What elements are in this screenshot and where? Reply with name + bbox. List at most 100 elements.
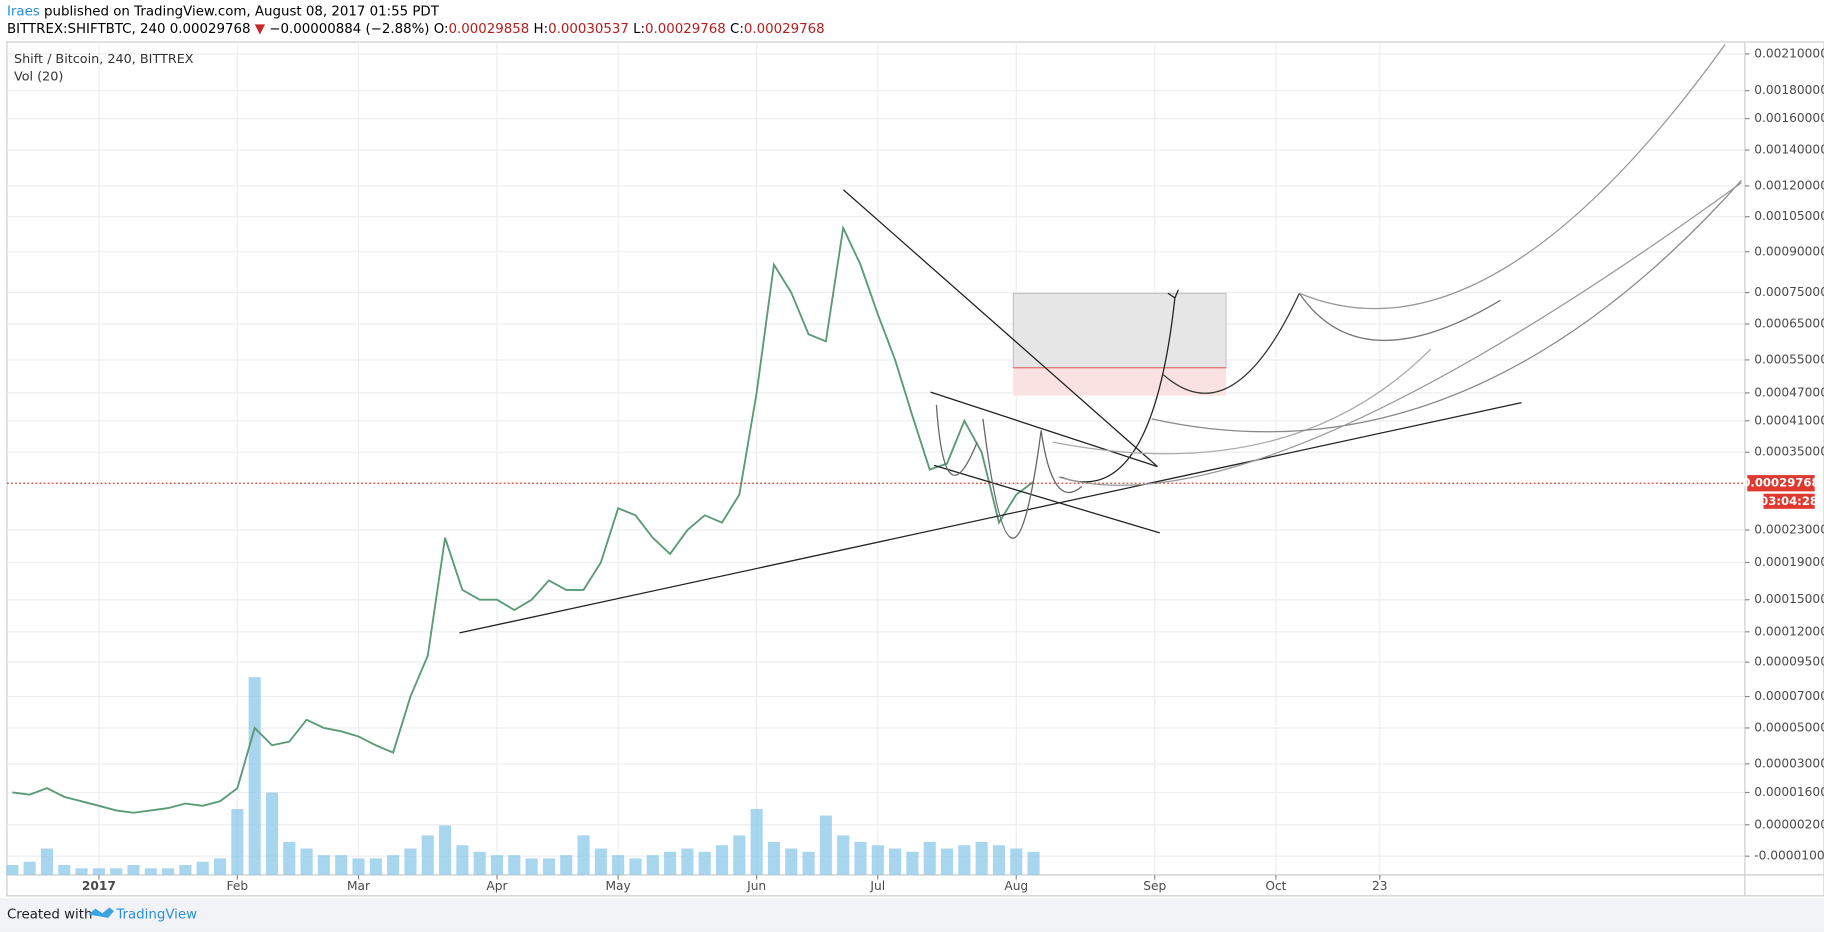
change: −0.00000884 (−2.88%) <box>269 22 429 37</box>
x-tick-label: Sep <box>1143 879 1166 893</box>
volume-bar <box>1027 851 1040 875</box>
volume-bar <box>490 855 504 875</box>
x-tick-label: Oct <box>1265 879 1286 893</box>
chart-title: Shift / Bitcoin, 240, BITTREX <box>14 52 194 67</box>
h: 0.00030537 <box>548 22 629 37</box>
y-tick-label: 0.00140000 <box>1754 143 1824 157</box>
x-tick-label: Mar <box>347 879 371 893</box>
pattern-curve <box>935 404 1083 539</box>
o: 0.00029858 <box>449 22 530 37</box>
volume-bar <box>612 855 625 875</box>
volume-bar <box>144 868 157 875</box>
footer <box>0 898 1824 932</box>
x-tick-label: Apr <box>486 879 508 893</box>
volume-bar <box>110 868 123 875</box>
volume-bar <box>1010 848 1023 875</box>
trend-line <box>930 391 1158 468</box>
trend-line <box>842 189 1158 468</box>
volume-bar <box>646 855 659 875</box>
volume-bar <box>248 677 261 875</box>
y-tick-label: 0.00041000 <box>1754 413 1824 427</box>
countdown-box <box>1763 493 1815 509</box>
volume-bar <box>75 868 88 875</box>
y-tick-label: 0.00019000 <box>1754 555 1824 569</box>
y-tick-label: 0.00075000 <box>1754 285 1824 299</box>
brand[interactable]: TradingView <box>115 907 197 922</box>
volume-bar <box>179 865 192 875</box>
y-tick-label: 0.00105000 <box>1754 209 1824 223</box>
volume-bar <box>352 858 365 875</box>
y-tick-label: -0.00001000 <box>1754 849 1824 863</box>
projection <box>1298 292 1501 342</box>
l-label: L: <box>633 22 645 37</box>
volume-bar <box>733 835 746 875</box>
volume-bar <box>698 851 711 875</box>
volume-bar <box>283 841 296 875</box>
x-tick-label: Feb <box>227 879 249 893</box>
volume-bar <box>127 865 140 875</box>
arrow: ▼ <box>255 22 266 37</box>
volume-bar <box>975 841 988 875</box>
x-tick-label: Jun <box>746 879 766 893</box>
volume-bar <box>750 808 763 875</box>
y-tick-label: 0.00047000 <box>1754 385 1824 399</box>
trend-line <box>933 464 1160 534</box>
y-tick-label: 0.00012000 <box>1754 624 1824 638</box>
x-tick-label: 2017 <box>82 879 116 893</box>
volume-bar <box>23 861 36 875</box>
projection <box>1162 292 1300 394</box>
volume-bar <box>854 841 867 875</box>
volume-bar <box>473 851 486 875</box>
volume-bar <box>577 835 590 875</box>
volume-bar <box>664 851 677 875</box>
volume-bar <box>456 845 469 875</box>
h-label: H: <box>534 22 549 37</box>
arrow-head <box>1167 289 1179 299</box>
volume-bar <box>923 841 936 875</box>
volume-bar <box>542 858 555 875</box>
volume-bar <box>317 855 330 875</box>
volume-bar <box>40 848 54 875</box>
volume-bar <box>525 858 538 875</box>
volume-bar <box>889 848 902 875</box>
volume-bar <box>6 865 19 875</box>
volume-bar <box>421 835 434 875</box>
y-tick-label: 0.00009500 <box>1754 655 1824 669</box>
volume-bar <box>940 848 954 875</box>
axes: 0.00210000 0.00180000 0.00160000 0.00140000… <box>82 46 1824 893</box>
y-tick-label: 0.00160000 <box>1754 111 1824 125</box>
x-tick-label: Jul <box>869 879 885 893</box>
y-tick-label: 0.00015000 <box>1754 592 1824 606</box>
volume-bar <box>231 808 244 875</box>
volume-bar <box>992 845 1006 875</box>
y-tick-label: 0.00210000 <box>1754 46 1824 60</box>
x-tick-label: May <box>606 879 631 893</box>
drawings <box>459 43 1742 634</box>
volume-bar <box>300 848 313 875</box>
y-tick-label: 0.00005000 <box>1754 720 1824 734</box>
volume-bar <box>785 848 798 875</box>
volume-bar <box>958 845 971 875</box>
y-tick-label: 0.00055000 <box>1754 352 1824 366</box>
volume-bar <box>213 858 227 875</box>
price-line <box>12 224 1035 814</box>
target-box <box>1012 292 1227 369</box>
volume-bar <box>508 855 521 875</box>
published: published on TradingView.com, August 08,… <box>40 5 440 20</box>
author[interactable]: Iraes <box>7 5 40 20</box>
projection <box>1060 297 1176 483</box>
volume-bar <box>162 868 175 875</box>
volume-bar <box>594 848 607 875</box>
last-price-label: 0.00029768 <box>1742 476 1819 490</box>
volume-bar <box>871 845 884 875</box>
volume-bar <box>715 845 729 875</box>
c-label: C: <box>730 22 744 37</box>
y-tick-label: 0.00000200 <box>1754 817 1824 831</box>
trend-line <box>459 401 1522 634</box>
y-tick-label: 0.00120000 <box>1754 178 1824 192</box>
volume-bar <box>335 855 348 875</box>
volume-bar <box>369 858 382 875</box>
volume <box>6 677 1040 875</box>
